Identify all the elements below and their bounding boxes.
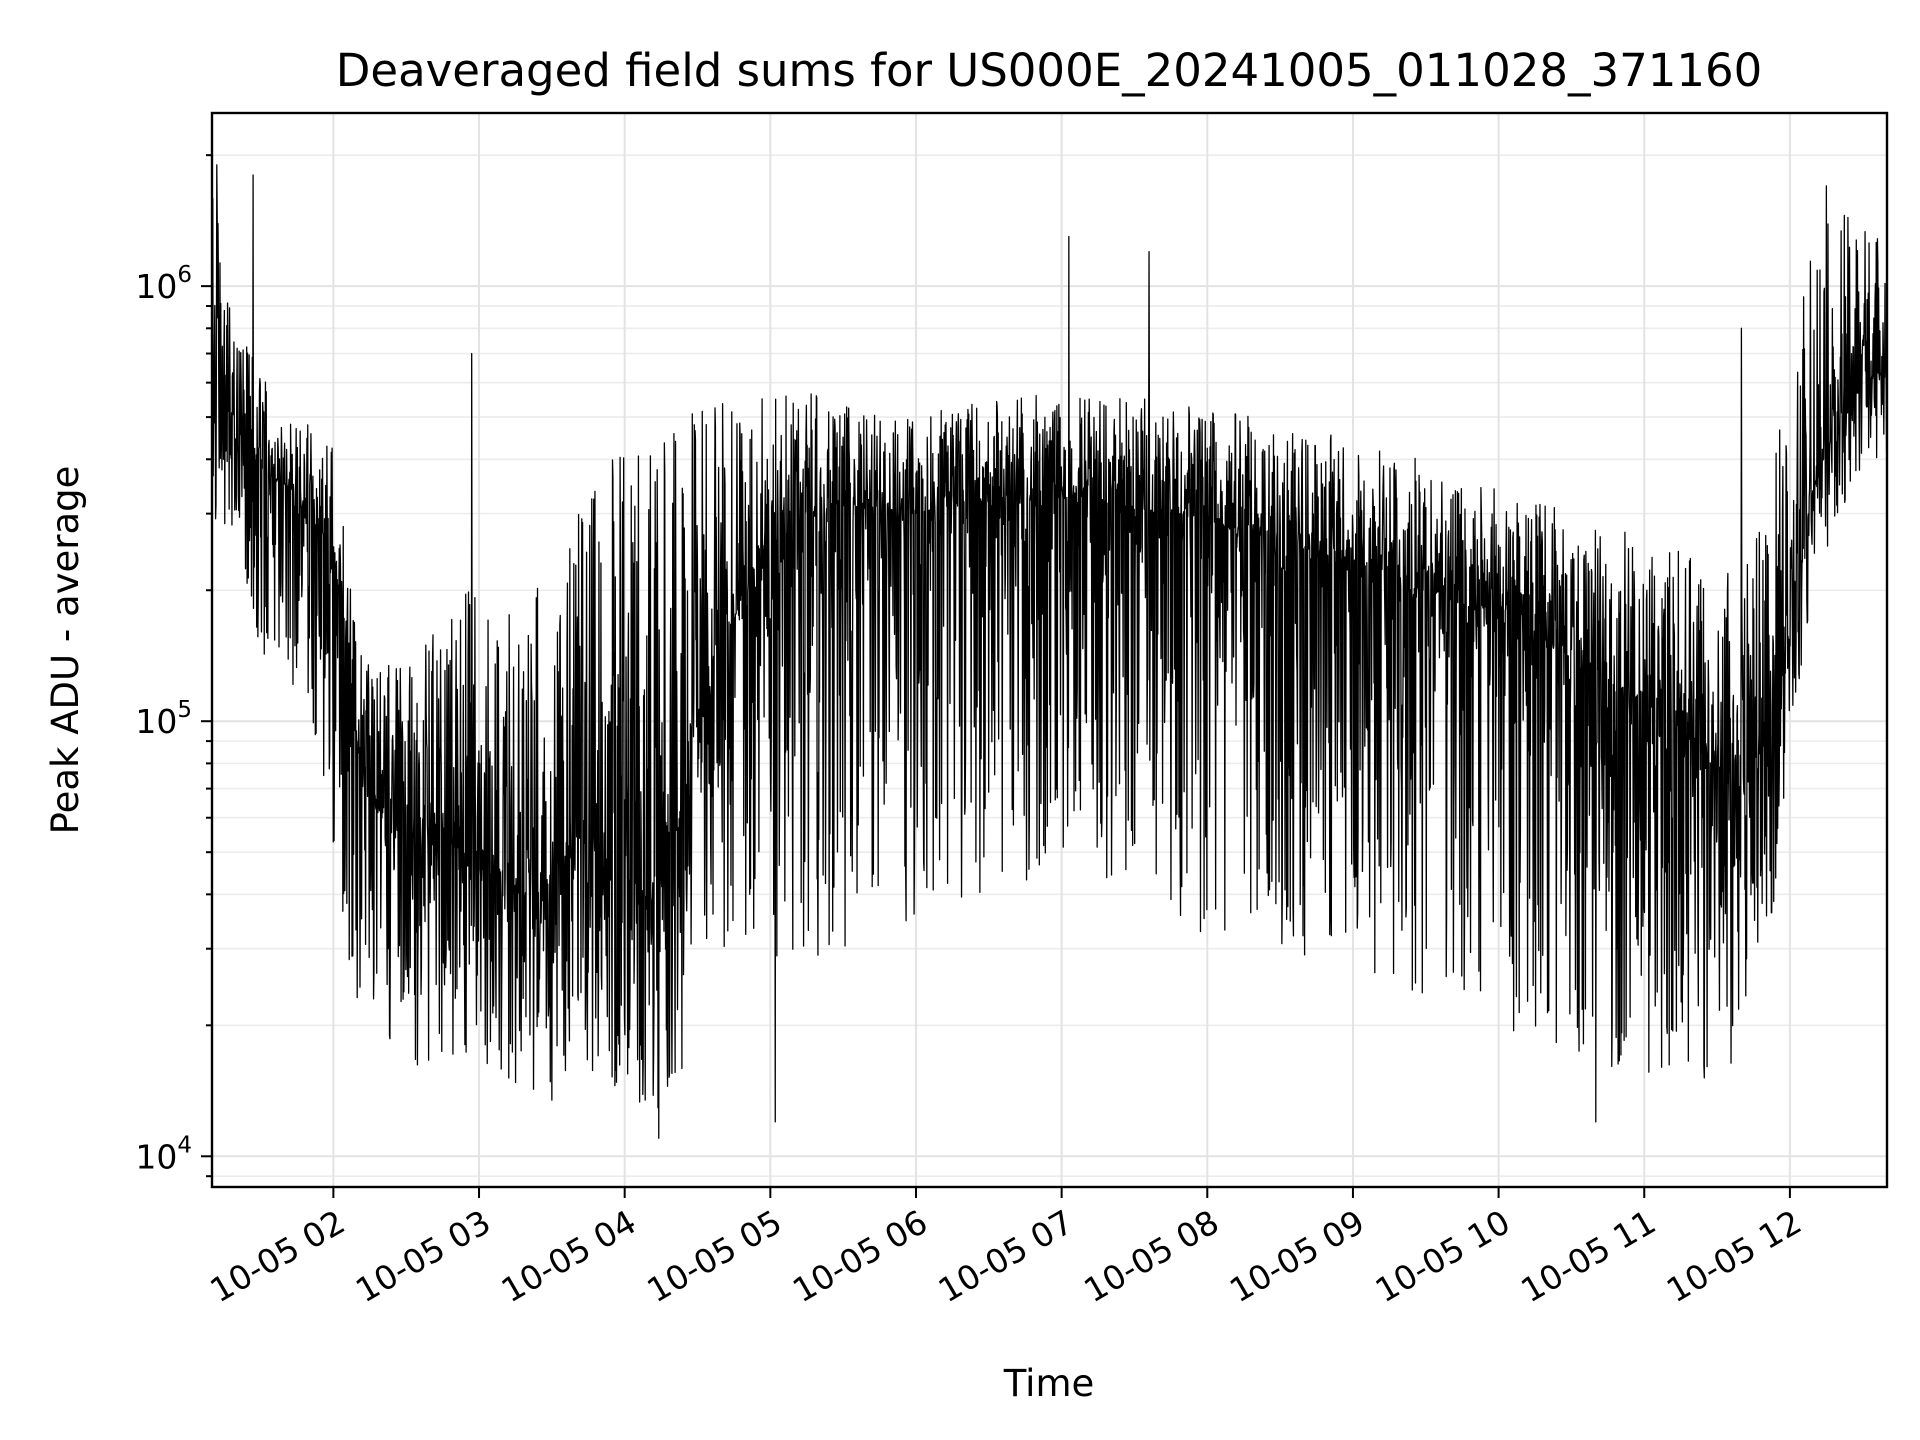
- x-axis-label: Time: [1003, 1362, 1095, 1405]
- x-tick-label: 10-05 06: [786, 1202, 934, 1310]
- x-tick-label: 10-05 05: [640, 1202, 788, 1310]
- x-tick-label: 10-05 04: [495, 1202, 643, 1310]
- y-tick-base: 10: [135, 1137, 177, 1176]
- series-layer: [212, 164, 1887, 1139]
- x-tick-label: 10-05 10: [1369, 1202, 1517, 1310]
- y-tick-label: 105: [135, 697, 192, 741]
- y-tick-exponent: 5: [177, 697, 192, 723]
- x-tick-label: 10-05 09: [1223, 1202, 1371, 1310]
- y-tick-label: 106: [135, 262, 192, 306]
- x-tick-label: 10-05 02: [203, 1202, 351, 1310]
- x-tick-label: 10-05 11: [1514, 1202, 1662, 1310]
- x-tick-label: 10-05 07: [932, 1202, 1080, 1310]
- y-tick-base: 10: [135, 267, 177, 306]
- y-tick-exponent: 4: [177, 1132, 192, 1158]
- y-axis-label: Peak ADU - average: [44, 466, 87, 835]
- x-tick-label: 10-05 08: [1077, 1202, 1225, 1310]
- x-tick-label: 10-05 12: [1660, 1202, 1808, 1310]
- y-tick-base: 10: [135, 702, 177, 741]
- y-tick-exponent: 6: [177, 262, 192, 288]
- chart-title: Deaveraged field sums for US000E_2024100…: [336, 44, 1763, 97]
- x-tick-label: 10-05 03: [349, 1202, 497, 1310]
- series-line: [212, 164, 1887, 1139]
- y-tick-label: 104: [135, 1132, 192, 1176]
- plot-frame: [210, 111, 1889, 1189]
